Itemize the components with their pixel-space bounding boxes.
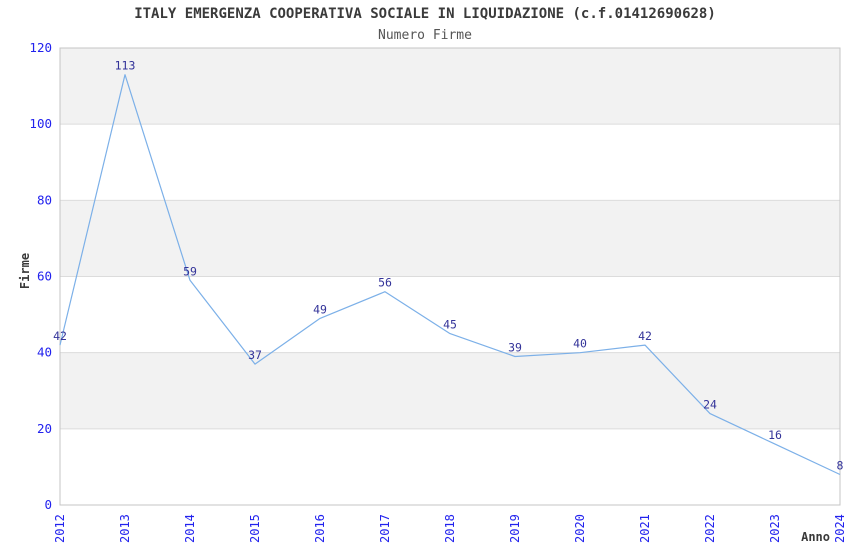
grid-band	[60, 48, 840, 125]
x-axis-title: Anno	[801, 530, 830, 544]
x-tick-label: 2018	[443, 514, 457, 543]
x-tick-label: 2024	[833, 514, 847, 543]
data-point-label: 16	[768, 428, 782, 442]
y-tick-label: 0	[44, 497, 52, 512]
data-point-label: 59	[183, 264, 197, 278]
chart-title: ITALY EMERGENZA COOPERATIVA SOCIALE IN L…	[134, 6, 716, 22]
x-tick-label: 2012	[53, 514, 67, 543]
y-tick-label: 40	[37, 345, 52, 360]
plot-area-border	[59, 47, 841, 506]
x-tick-label: 2021	[638, 514, 652, 543]
x-tick-label: 2014	[183, 514, 197, 543]
y-tick-label: 20	[37, 421, 52, 436]
y-tick-label: 80	[37, 192, 52, 207]
data-point-label: 49	[313, 302, 327, 316]
data-point-label: 56	[378, 276, 392, 290]
y-tick-label: 100	[29, 116, 52, 131]
x-tick-label: 2020	[573, 514, 587, 543]
x-tick-label: 2015	[248, 514, 262, 543]
data-point-label: 37	[248, 348, 262, 362]
chart-subtitle: Numero Firme	[378, 28, 472, 43]
data-line	[59, 74, 841, 476]
y-tick-label: 120	[29, 40, 52, 55]
data-point-label: 8	[837, 459, 844, 473]
grid-band	[60, 200, 840, 277]
data-point-label: 24	[703, 398, 717, 412]
x-tick-label: 2017	[378, 514, 392, 543]
data-point-label: 113	[115, 59, 136, 73]
x-tick-label: 2023	[768, 514, 782, 543]
x-tick-label: 2019	[508, 514, 522, 543]
data-point-label: 39	[508, 341, 522, 355]
data-point-label: 42	[53, 329, 67, 343]
y-tick-label: 60	[37, 269, 52, 284]
data-point-label: 42	[638, 329, 652, 343]
data-point-label: 40	[573, 337, 587, 351]
data-point-label: 45	[443, 318, 457, 332]
x-tick-label: 2016	[313, 514, 327, 543]
grid-band	[60, 352, 840, 429]
x-tick-label: 2013	[118, 514, 132, 543]
x-tick-label: 2022	[703, 514, 717, 543]
